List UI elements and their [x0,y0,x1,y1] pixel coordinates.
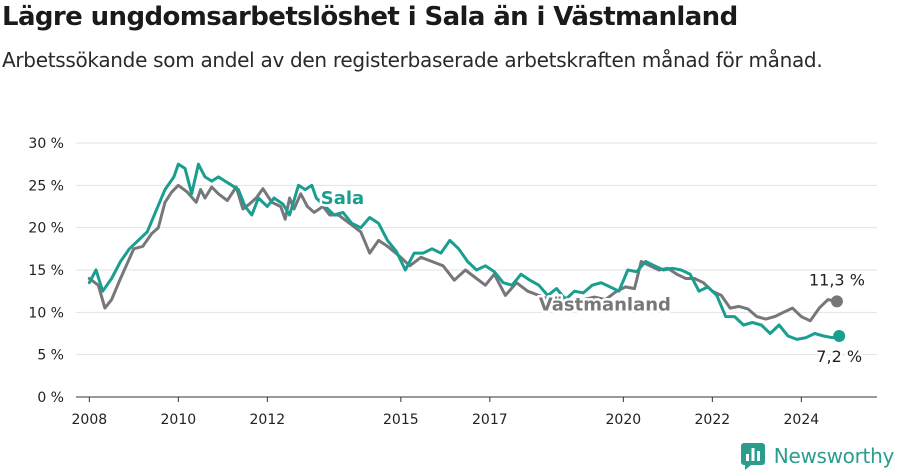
end-label-vastmanland: 11,3 % [809,270,865,289]
y-tick-label: 30 % [28,136,64,152]
end-point-sala [833,330,846,343]
y-tick-label: 0 % [37,390,64,406]
x-tick-label: 2020 [606,412,642,428]
x-tick-label: 2017 [472,412,508,428]
end-label-sala: 7,2 % [816,347,862,366]
brand-logo: Newsworthy [740,442,894,470]
series-label-sala: Sala [321,188,364,209]
x-tick-label: 2008 [72,412,108,428]
x-tick-label: 2010 [161,412,197,428]
y-tick-label: 25 % [28,178,64,194]
x-tick-label: 2015 [383,412,419,428]
x-tick-label: 2022 [695,412,731,428]
series-label-sala-halo: Sala [321,188,364,209]
y-tick-label: 5 % [37,348,64,364]
chart-title: Lägre ungdomsarbetslöshet i Sala än i Vä… [2,2,738,32]
newsworthy-logo-icon [740,443,765,470]
end-label-vastmanland-halo: 11,3 % [809,270,865,289]
y-tick-label: 15 % [28,263,64,279]
brand-name: Newsworthy [773,444,895,468]
x-tick-label: 2012 [250,412,286,428]
x-tick-label: 2024 [784,412,820,428]
y-tick-label: 20 % [28,221,64,237]
chart-subtitle: Arbetssökande som andel av den registerb… [2,48,823,72]
end-point-vastmanland [830,295,843,308]
series-label-vastmanland-halo: Västmanland [539,295,671,316]
series-label-vastmanland: Västmanland [539,295,671,316]
end-label-sala-halo: 7,2 % [816,347,862,366]
series-line-sala [87,162,841,341]
y-tick-label: 10 % [28,305,64,321]
